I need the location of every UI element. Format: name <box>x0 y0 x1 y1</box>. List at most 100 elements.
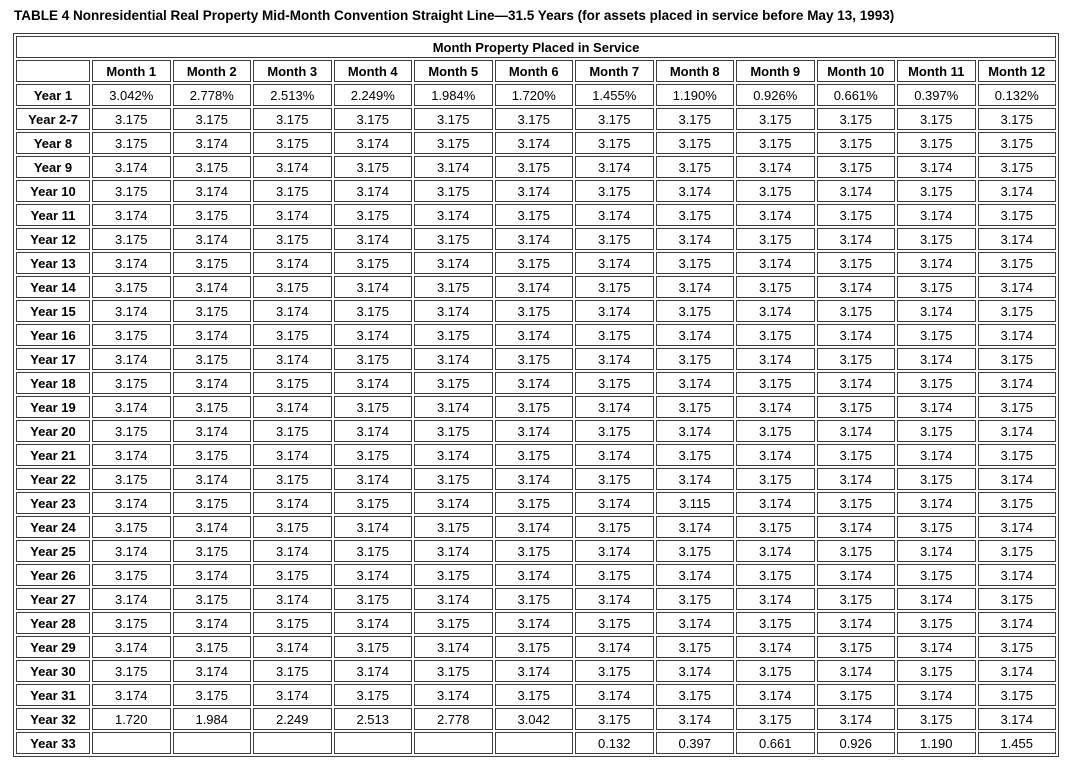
table-row: Year 15 3.174 3.175 3.174 3.175 3.174 3.175 3.1… <box>16 300 1056 322</box>
table-cell: 3.174 <box>736 684 815 706</box>
table-cell: 3.174 <box>655 660 734 682</box>
table-cell: 3.175 <box>575 372 654 394</box>
table-cell: 3.175 <box>897 612 976 634</box>
table-cell: 3.174 <box>655 324 734 346</box>
table-cell: 3.174 <box>253 396 332 418</box>
row-label: Year 22 <box>16 468 90 490</box>
table-cell: 3.175 <box>253 372 332 394</box>
table-cell: 3.175 <box>253 276 332 298</box>
table-cell: 3.174 <box>414 588 493 610</box>
table-cell: 3.174 <box>977 468 1056 490</box>
table-row: Year 11 3.174 3.175 3.174 3.175 3.174 3.175 3.1… <box>16 204 1056 226</box>
column-header: Month 11 <box>897 60 976 82</box>
table-cell: 3.175 <box>655 684 734 706</box>
table-cell: 0.661 <box>736 732 815 754</box>
table-row: Year 24 3.175 3.174 3.175 3.174 3.175 3.174 3.1… <box>16 516 1056 538</box>
table-cell: 3.175 <box>736 180 815 202</box>
table-cell: 3.175 <box>977 300 1056 322</box>
table-cell: 3.174 <box>333 420 412 442</box>
table-cell: 2.249 <box>253 708 332 730</box>
table-cell: 3.174 <box>333 276 412 298</box>
table-cell: 3.174 <box>816 708 895 730</box>
table-cell: 3.175 <box>494 108 573 130</box>
table-row: Year 30 3.175 3.174 3.175 3.174 3.175 3.174 3.1… <box>16 660 1056 682</box>
table-cell <box>494 732 573 754</box>
table-cell: 3.175 <box>333 588 412 610</box>
row-label: Year 25 <box>16 540 90 562</box>
table-cell: 3.174 <box>816 612 895 634</box>
table-cell: 3.175 <box>736 660 815 682</box>
table-cell: 3.175 <box>736 132 815 154</box>
table-cell: 3.175 <box>333 396 412 418</box>
table-cell: 3.175 <box>333 300 412 322</box>
table-cell: 3.175 <box>655 348 734 370</box>
table-cell: 3.042% <box>92 84 171 106</box>
table-cell: 3.175 <box>414 516 493 538</box>
span-header-row: Month Property Placed in Service <box>16 36 1056 58</box>
table-cell: 3.175 <box>977 588 1056 610</box>
table-cell: 3.175 <box>977 492 1056 514</box>
table-cell: 3.175 <box>655 156 734 178</box>
table-cell: 3.174 <box>655 228 734 250</box>
table-cell: 3.175 <box>92 228 171 250</box>
table-cell: 0.397 <box>655 732 734 754</box>
row-label: Year 1 <box>16 84 90 106</box>
table-cell: 1.720 <box>92 708 171 730</box>
table-cell: 3.042 <box>494 708 573 730</box>
row-label: Year 10 <box>16 180 90 202</box>
table-cell: 3.174 <box>897 252 976 274</box>
table-cell: 3.174 <box>897 588 976 610</box>
table-cell: 3.175 <box>816 396 895 418</box>
table-cell: 3.175 <box>655 396 734 418</box>
table-cell: 3.174 <box>333 372 412 394</box>
table-cell: 3.174 <box>494 612 573 634</box>
table-row: Year 12 3.175 3.174 3.175 3.174 3.175 3.174 3.1… <box>16 228 1056 250</box>
corner-cell <box>16 60 90 82</box>
table-cell: 3.175 <box>333 204 412 226</box>
table-cell: 3.175 <box>172 492 251 514</box>
table-cell: 3.174 <box>414 636 493 658</box>
table-cell: 1.984% <box>414 84 493 106</box>
row-label: Year 26 <box>16 564 90 586</box>
table-row: Year 29 3.174 3.175 3.174 3.175 3.174 3.175 3.1… <box>16 636 1056 658</box>
table-cell: 3.174 <box>333 516 412 538</box>
table-cell: 3.174 <box>333 468 412 490</box>
table-row: Year 18 3.175 3.174 3.175 3.174 3.175 3.174 3.1… <box>16 372 1056 394</box>
table-cell: 3.174 <box>816 468 895 490</box>
table-cell: 3.174 <box>253 348 332 370</box>
table-cell: 3.174 <box>92 204 171 226</box>
table-cell: 3.174 <box>92 300 171 322</box>
table-cell: 3.175 <box>253 108 332 130</box>
table-cell: 3.175 <box>494 348 573 370</box>
table-cell: 3.175 <box>494 588 573 610</box>
table-cell: 3.175 <box>816 540 895 562</box>
row-label: Year 8 <box>16 132 90 154</box>
column-header: Month 12 <box>977 60 1056 82</box>
table-cell: 3.174 <box>816 660 895 682</box>
table-cell: 3.174 <box>92 396 171 418</box>
table-cell: 3.175 <box>333 684 412 706</box>
table-cell: 3.174 <box>816 420 895 442</box>
table-cell: 3.174 <box>977 564 1056 586</box>
table-cell: 3.175 <box>333 492 412 514</box>
table-cell: 3.175 <box>575 420 654 442</box>
table-cell: 3.174 <box>736 540 815 562</box>
table-cell: 3.175 <box>655 204 734 226</box>
table-cell: 3.174 <box>897 396 976 418</box>
table-cell: 3.175 <box>816 492 895 514</box>
table-cell: 3.175 <box>816 156 895 178</box>
table-cell: 3.174 <box>172 324 251 346</box>
table-cell: 3.174 <box>253 492 332 514</box>
table-cell: 3.175 <box>736 612 815 634</box>
table-cell: 3.175 <box>977 204 1056 226</box>
table-cell: 3.174 <box>333 612 412 634</box>
table-cell: 3.175 <box>897 228 976 250</box>
table-cell: 3.174 <box>253 252 332 274</box>
table-cell: 3.174 <box>92 444 171 466</box>
row-label: Year 15 <box>16 300 90 322</box>
table-cell: 3.175 <box>977 636 1056 658</box>
table-cell: 0.397% <box>897 84 976 106</box>
table-cell: 3.174 <box>977 612 1056 634</box>
table-cell: 3.175 <box>897 420 976 442</box>
table-cell: 3.174 <box>897 300 976 322</box>
